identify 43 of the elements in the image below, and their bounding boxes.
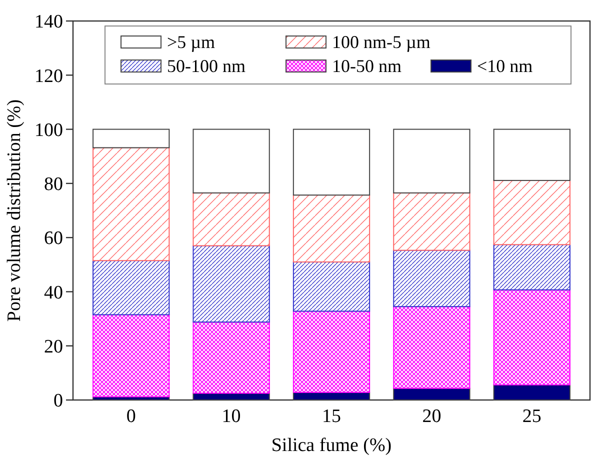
bar bbox=[493, 289, 570, 386]
bar bbox=[192, 245, 270, 323]
bar bbox=[493, 128, 570, 181]
bar bbox=[393, 128, 470, 194]
legend-label: <10 nm bbox=[477, 56, 533, 76]
legend-label: >5 µm bbox=[167, 32, 216, 52]
y-tick-label: 120 bbox=[34, 66, 63, 87]
bar bbox=[92, 128, 170, 148]
y-tick-label: 80 bbox=[44, 174, 63, 196]
bar bbox=[192, 128, 270, 194]
x-tick-label: 20 bbox=[422, 406, 442, 427]
bar bbox=[92, 260, 170, 316]
y-axis-title: Pore volume distribution (%) bbox=[4, 99, 25, 322]
bar bbox=[292, 194, 370, 262]
y-tick-label: 40 bbox=[44, 282, 63, 304]
bar bbox=[92, 147, 170, 262]
y-tick-label: 140 bbox=[34, 12, 63, 33]
x-tick-label: 25 bbox=[522, 406, 542, 427]
x-tick-label: 0 bbox=[126, 406, 136, 427]
legend-label: 100 nm-5 µm bbox=[332, 32, 430, 52]
x-axis-title: Silica fume (%) bbox=[271, 435, 392, 456]
y-tick-label: 0 bbox=[54, 390, 63, 412]
x-tick-label: 10 bbox=[222, 406, 241, 427]
bar bbox=[292, 128, 370, 196]
bar bbox=[92, 314, 170, 398]
bar bbox=[393, 388, 470, 400]
bar bbox=[192, 322, 270, 394]
bar bbox=[192, 192, 270, 246]
bar bbox=[192, 392, 270, 400]
bar bbox=[393, 192, 470, 251]
bar bbox=[292, 261, 370, 312]
y-tick-label: 20 bbox=[44, 336, 63, 358]
x-tick-label: 15 bbox=[322, 406, 341, 427]
bar bbox=[493, 384, 570, 400]
bar bbox=[493, 244, 570, 290]
y-tick-label: 60 bbox=[44, 228, 63, 250]
bar bbox=[493, 180, 570, 246]
y-tick-label: 100 bbox=[34, 120, 63, 141]
legend-label: 10-50 nm bbox=[332, 56, 402, 76]
bar bbox=[292, 310, 370, 393]
bar bbox=[393, 306, 470, 389]
bar bbox=[393, 250, 470, 308]
legend-label: 50-100 nm bbox=[167, 56, 246, 76]
